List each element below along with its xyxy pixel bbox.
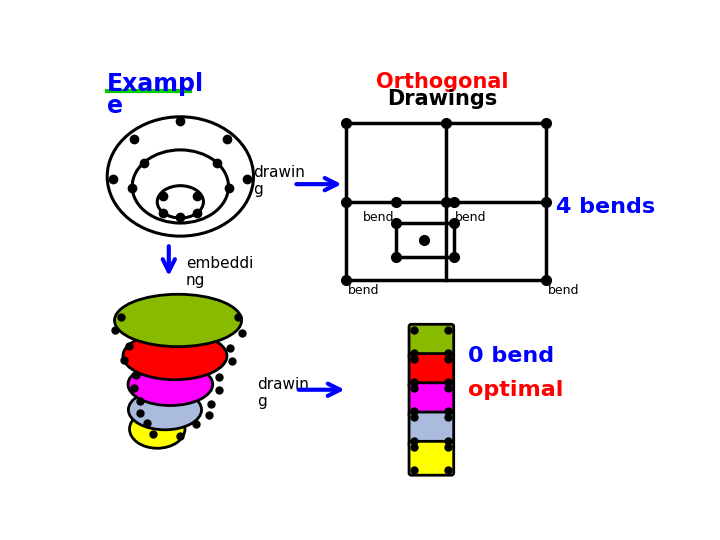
Text: 0 bend: 0 bend: [467, 346, 554, 366]
FancyBboxPatch shape: [409, 325, 454, 358]
FancyBboxPatch shape: [409, 354, 454, 387]
Ellipse shape: [130, 410, 185, 448]
Text: bend: bend: [455, 211, 487, 224]
Text: bend: bend: [348, 284, 379, 297]
Text: optimal: optimal: [467, 380, 563, 400]
FancyBboxPatch shape: [409, 412, 454, 446]
Text: Drawings: Drawings: [387, 90, 498, 110]
Ellipse shape: [114, 294, 242, 347]
Text: 4 bends: 4 bends: [556, 197, 655, 217]
Ellipse shape: [128, 363, 212, 406]
Text: drawin
g: drawin g: [257, 377, 309, 409]
Text: bend: bend: [363, 211, 395, 224]
Ellipse shape: [128, 390, 202, 430]
Text: drawin
g: drawin g: [253, 165, 305, 197]
FancyBboxPatch shape: [409, 441, 454, 475]
Text: embeddi
ng: embeddi ng: [186, 256, 253, 288]
Ellipse shape: [123, 332, 227, 380]
Text: Exampl: Exampl: [107, 72, 204, 97]
FancyBboxPatch shape: [409, 383, 454, 417]
Text: bend: bend: [548, 284, 579, 297]
Text: Orthogonal: Orthogonal: [376, 72, 508, 92]
Text: e: e: [107, 94, 123, 118]
